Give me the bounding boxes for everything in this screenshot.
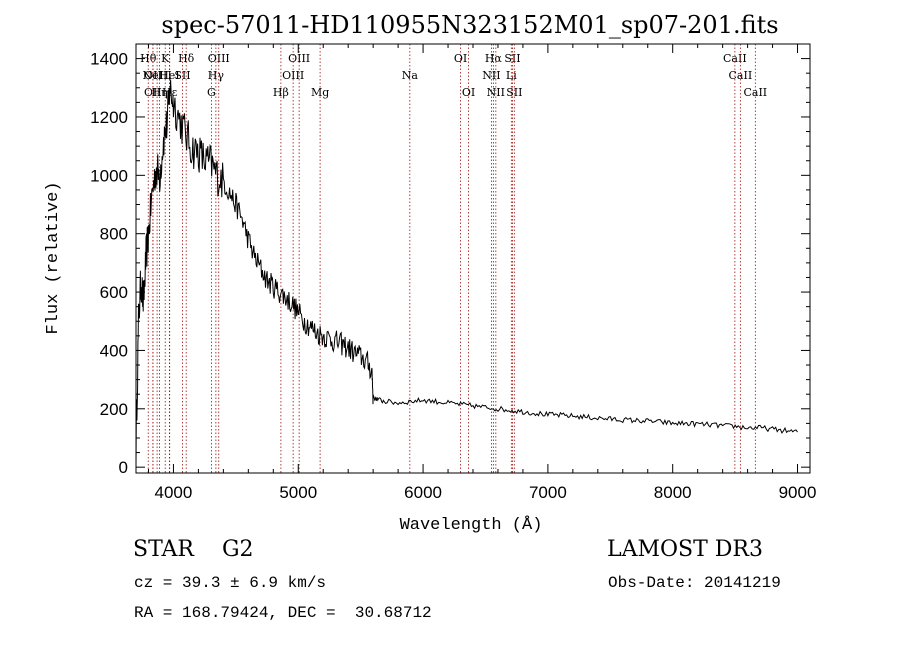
spectral-line-label: OIII — [208, 52, 230, 65]
plot-axes — [135, 43, 811, 474]
x-tick-label: 8000 — [654, 483, 692, 502]
y-tick-label: 1400 — [90, 50, 128, 69]
spectral-line-label: Mg — [311, 86, 329, 99]
observation-date: Obs-Date: 20141219 — [608, 574, 781, 592]
spectral-line-label: Na — [402, 69, 419, 82]
x-tick-label: 5000 — [279, 483, 317, 502]
object-class: STAR G2 — [133, 537, 254, 562]
y-tick-label: 1000 — [90, 166, 128, 185]
spectrum-series — [135, 79, 798, 467]
redshift-cz: cz = 39.3 ± 6.9 km/s — [134, 574, 327, 592]
spectral-line-label: Hβ — [273, 86, 289, 99]
plot-frame — [135, 43, 811, 474]
spectral-line-label: CaII — [729, 69, 753, 82]
spectral-line-label: Hη — [151, 86, 167, 99]
spectral-line-label: SII — [504, 52, 520, 65]
spectral-line-label: Hδ — [178, 52, 195, 65]
spectral-line-label: CaII — [743, 86, 767, 99]
spectral-line-label: G — [207, 86, 216, 99]
axis-ticks: 4000 5000 6000 7000 8000 9000 0 200 400 600 800 100… — [90, 44, 816, 502]
y-tick-label: 800 — [100, 225, 128, 244]
spectral-line-label: CaII — [723, 52, 747, 65]
spectral-line-label: OIII — [288, 52, 310, 65]
spectral-line-label: NII — [482, 69, 500, 82]
spectral-line-label: OI — [462, 86, 475, 99]
spectral-line-label: OII — [144, 86, 162, 99]
y-tick-label: 1200 — [90, 108, 128, 127]
spectral-line-label: OI — [454, 52, 467, 65]
y-axis-label: Flux (relative) — [44, 181, 63, 334]
spectral-line-label: Li — [506, 69, 517, 82]
spectral-line-label: OIII — [282, 69, 304, 82]
spectral-line-label: K — [161, 52, 170, 65]
y-tick-label: 400 — [100, 341, 128, 360]
y-tick-label: 0 — [119, 458, 128, 477]
x-tick-label: 7000 — [529, 483, 567, 502]
y-tick-label: 600 — [100, 283, 128, 302]
spectrum-chart: spec-57011-HD110955N323152M01_sp07-201.f… — [44, 11, 816, 535]
spectral-line-label: NeIII — [143, 69, 172, 82]
spectral-line-label: Hγ — [208, 69, 225, 82]
spectral-line-markers: HθOIIOIINeIIIHηKHeIHεSIIHδGHγOIIIHβOIIIO… — [140, 44, 767, 473]
ra-dec-coordinates: RA = 168.79424, DEC = 30.68712 — [134, 604, 432, 622]
x-axis-label: Wavelength (Å) — [400, 516, 543, 535]
spectral-line-label: SII — [174, 69, 190, 82]
spectral-line-label: NII — [487, 86, 505, 99]
x-tick-label: 9000 — [779, 483, 817, 502]
survey-name: LAMOST DR3 — [607, 537, 763, 562]
chart-title: spec-57011-HD110955N323152M01_sp07-201.f… — [161, 11, 778, 39]
spectral-line-label: Hα — [485, 52, 503, 65]
spectral-line-label: SII — [506, 86, 522, 99]
y-tick-label: 200 — [100, 400, 128, 419]
x-tick-label: 4000 — [155, 483, 193, 502]
spectrum-line-flux — [135, 79, 798, 467]
x-tick-label: 6000 — [404, 483, 442, 502]
